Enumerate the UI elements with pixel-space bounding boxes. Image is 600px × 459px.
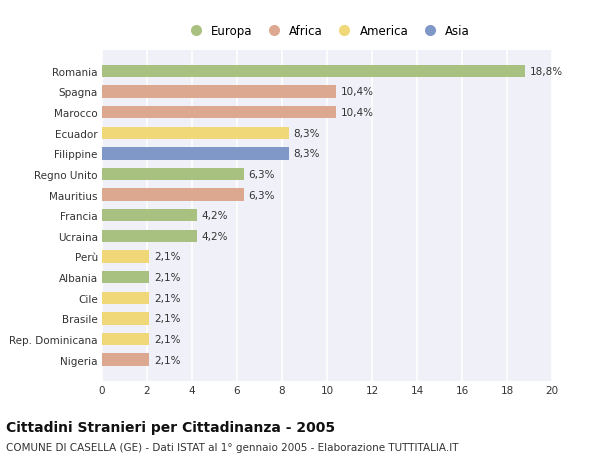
Bar [102,66,525,78]
Text: 4,2%: 4,2% [201,211,227,221]
Text: 2,1%: 2,1% [154,313,180,324]
Text: 10,4%: 10,4% [341,108,373,118]
Text: 6,3%: 6,3% [248,190,275,200]
Text: 6,3%: 6,3% [248,169,275,179]
Bar [102,251,149,263]
Text: 2,1%: 2,1% [154,355,180,365]
Bar [102,210,197,222]
Bar [102,127,289,140]
Bar [102,271,149,284]
Text: 2,1%: 2,1% [154,252,180,262]
Text: 2,1%: 2,1% [154,273,180,282]
Bar [102,313,149,325]
Text: 18,8%: 18,8% [530,67,563,77]
Text: Cittadini Stranieri per Cittadinanza - 2005: Cittadini Stranieri per Cittadinanza - 2… [6,420,335,434]
Text: 10,4%: 10,4% [341,87,373,97]
Text: COMUNE DI CASELLA (GE) - Dati ISTAT al 1° gennaio 2005 - Elaborazione TUTTITALIA: COMUNE DI CASELLA (GE) - Dati ISTAT al 1… [6,442,458,452]
Text: 8,3%: 8,3% [293,129,320,139]
Bar [102,168,244,181]
Bar [102,333,149,345]
Legend: Europa, Africa, America, Asia: Europa, Africa, America, Asia [179,20,475,42]
Text: 8,3%: 8,3% [293,149,320,159]
Bar [102,230,197,242]
Text: 4,2%: 4,2% [201,231,227,241]
Bar [102,292,149,304]
Bar [102,189,244,202]
Bar [102,353,149,366]
Bar [102,106,336,119]
Bar [102,148,289,160]
Bar [102,86,336,98]
Text: 2,1%: 2,1% [154,334,180,344]
Text: 2,1%: 2,1% [154,293,180,303]
